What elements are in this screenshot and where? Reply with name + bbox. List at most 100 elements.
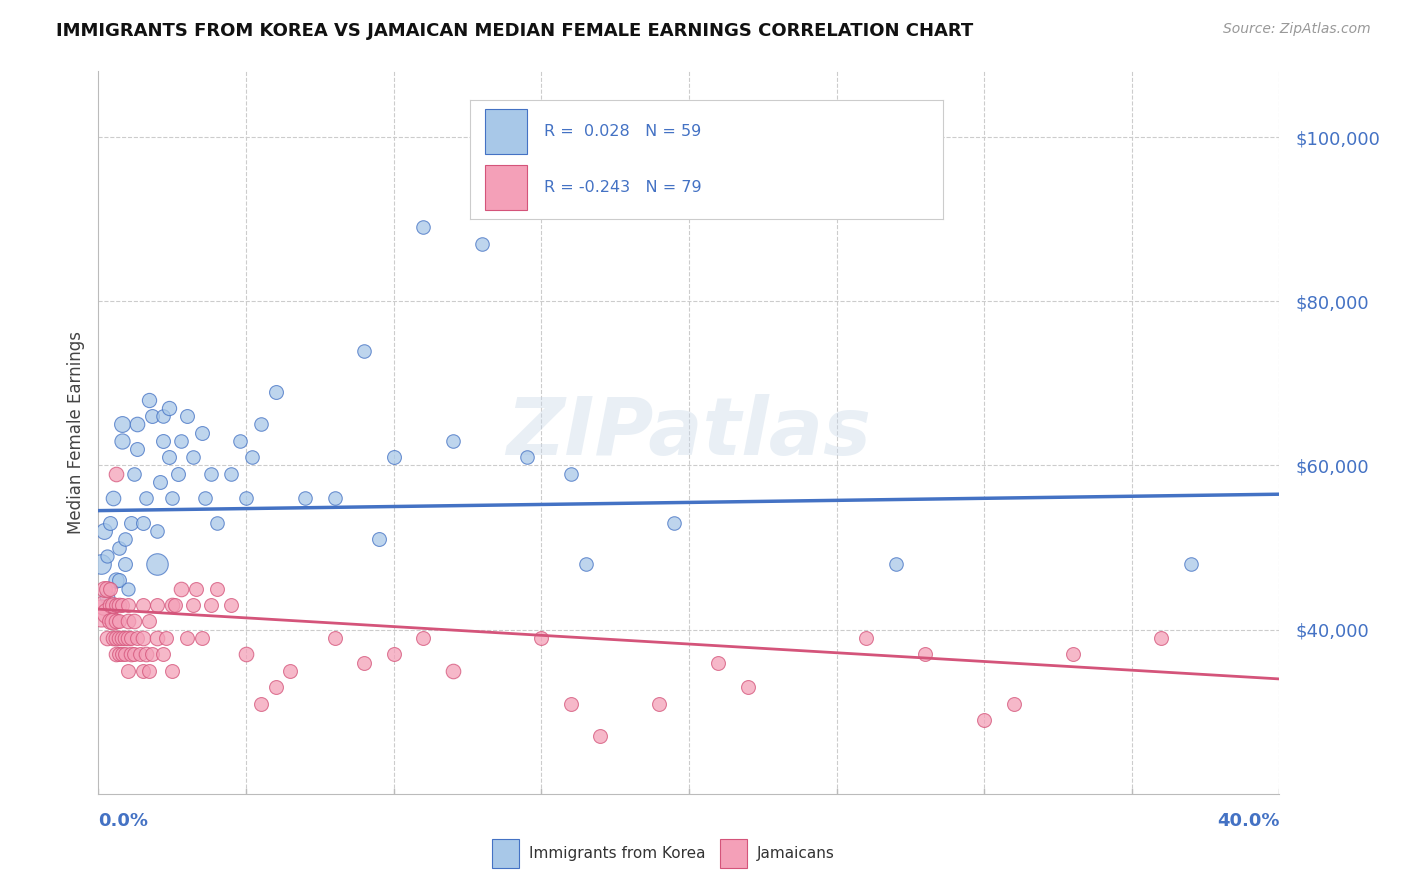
Point (114, 648, 136, 662)
Point (194, 491, 217, 506)
Point (191, 631, 214, 645)
Point (105, 574, 128, 588)
Point (135, 491, 157, 506)
Point (152, 648, 174, 662)
Point (125, 442, 148, 456)
Point (128, 648, 150, 662)
Point (96, 590, 118, 604)
Point (855, 631, 877, 645)
Point (176, 631, 198, 645)
Point (170, 434, 193, 448)
Point (1180, 557, 1202, 571)
Point (125, 631, 148, 645)
Point (108, 648, 131, 662)
Point (412, 631, 434, 645)
Point (103, 598, 125, 612)
Point (105, 467, 128, 481)
Point (353, 656, 375, 670)
Point (240, 450, 263, 465)
Point (914, 648, 936, 662)
Point (117, 664, 139, 678)
Point (108, 574, 131, 588)
Point (441, 434, 464, 448)
Point (108, 541, 131, 555)
Point (191, 425, 214, 440)
Point (90, 557, 112, 571)
Point (382, 450, 405, 465)
Point (114, 631, 136, 645)
Point (264, 680, 287, 694)
Point (471, 236, 494, 251)
Point (176, 409, 198, 424)
Point (664, 516, 686, 530)
Point (103, 631, 125, 645)
Point (235, 648, 257, 662)
Point (221, 467, 243, 481)
Point (323, 631, 346, 645)
Text: Source: ZipAtlas.com: Source: ZipAtlas.com (1223, 22, 1371, 37)
Point (135, 648, 157, 662)
Point (280, 664, 302, 678)
Point (530, 631, 553, 645)
Point (1062, 648, 1084, 662)
Point (117, 615, 139, 629)
Point (138, 615, 160, 629)
Point (132, 598, 155, 612)
Point (575, 557, 598, 571)
Point (122, 648, 145, 662)
Point (229, 434, 252, 448)
Point (103, 491, 125, 506)
Point (353, 343, 375, 358)
Point (117, 598, 139, 612)
Point (138, 392, 160, 407)
Point (560, 697, 582, 711)
Point (152, 409, 174, 424)
Point (114, 557, 136, 571)
Point (105, 615, 128, 629)
Point (648, 697, 671, 711)
Point (264, 384, 287, 399)
Point (205, 582, 228, 596)
Point (105, 598, 128, 612)
Text: ZIPatlas: ZIPatlas (506, 393, 872, 472)
Point (93, 598, 115, 612)
Point (111, 631, 134, 645)
Point (108, 631, 131, 645)
Point (122, 467, 145, 481)
Point (157, 450, 180, 465)
Point (105, 648, 128, 662)
Point (382, 648, 405, 662)
Point (96, 631, 118, 645)
Point (108, 598, 131, 612)
Point (973, 713, 995, 727)
Point (884, 557, 907, 571)
Point (221, 598, 243, 612)
Point (205, 516, 228, 530)
Point (162, 664, 183, 678)
Point (157, 401, 180, 415)
Point (122, 615, 145, 629)
Point (132, 631, 155, 645)
Point (152, 434, 174, 448)
Point (323, 491, 346, 506)
Point (200, 598, 222, 612)
Point (114, 533, 136, 547)
Point (111, 648, 134, 662)
Point (111, 417, 134, 432)
Point (93, 582, 115, 596)
Text: IMMIGRANTS FROM KOREA VS JAMAICAN MEDIAN FEMALE EARNINGS CORRELATION CHART: IMMIGRANTS FROM KOREA VS JAMAICAN MEDIAN… (56, 22, 973, 40)
Point (516, 450, 538, 465)
Point (98, 615, 121, 629)
Point (162, 598, 183, 612)
Point (707, 656, 730, 670)
Point (120, 516, 142, 530)
Point (146, 598, 169, 612)
Point (250, 697, 273, 711)
Point (90, 607, 112, 621)
Point (141, 409, 163, 424)
Point (146, 557, 169, 571)
Point (560, 467, 582, 481)
Point (184, 582, 207, 596)
Point (96, 607, 118, 621)
Point (165, 598, 187, 612)
